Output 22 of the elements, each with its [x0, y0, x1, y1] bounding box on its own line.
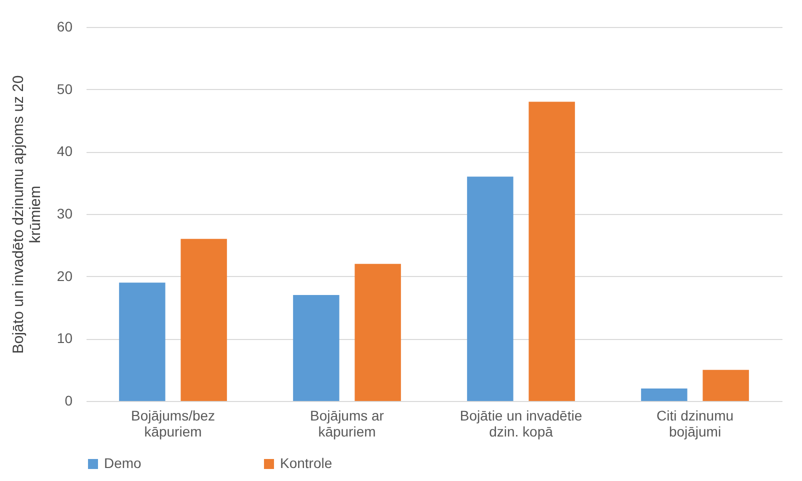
bar	[467, 176, 514, 401]
y-tick-label: 20	[56, 268, 73, 284]
x-tick-label: Citi dzinumu bojājumi	[656, 408, 734, 440]
x-tick-label: Bojātie un invadētie dzin. kopā	[460, 408, 582, 440]
bar	[293, 295, 340, 401]
y-tick-label: 0	[64, 392, 73, 408]
bar	[119, 282, 166, 401]
bar	[702, 370, 749, 401]
x-tick-label: Bojājums ar kāpuriem	[310, 408, 384, 440]
legend-label: Kontrole	[280, 455, 332, 471]
y-tick-label: 40	[56, 143, 73, 160]
bar	[641, 388, 688, 401]
y-axis-title: Bojāto un invadēto dzinumu apjoms uz 20 krūmiem	[10, 75, 44, 354]
legend-label: Demo	[104, 455, 142, 471]
y-tick-label: 30	[56, 206, 73, 222]
bar	[180, 238, 227, 401]
y-tick-label: 50	[56, 80, 73, 97]
x-tick-label: Bojājums/bez kāpuriem	[130, 408, 216, 440]
bar	[354, 264, 401, 401]
y-tick-label: 60	[56, 18, 73, 34]
bar	[528, 102, 575, 401]
y-tick-label: 10	[56, 330, 73, 346]
